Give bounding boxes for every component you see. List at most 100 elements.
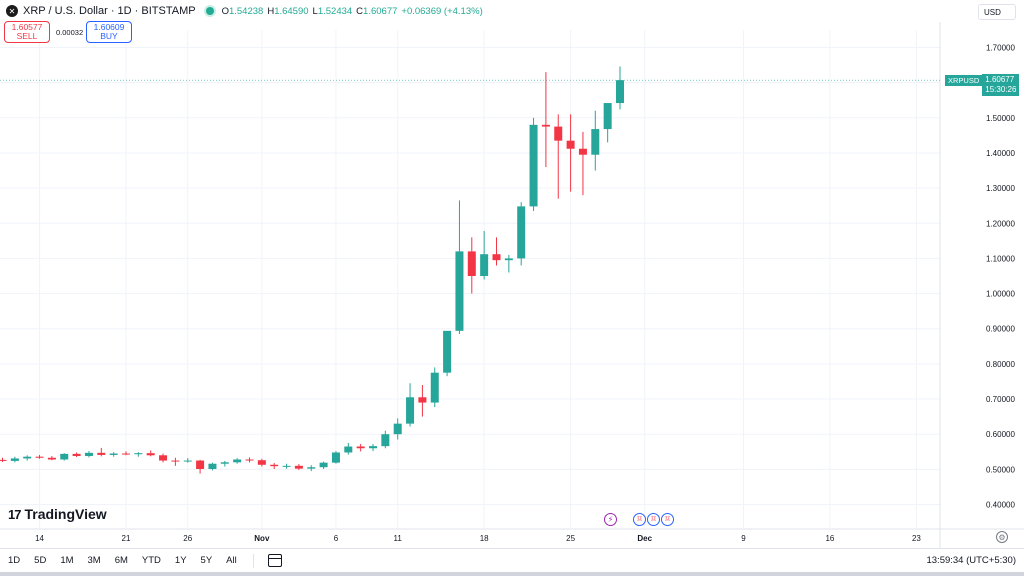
- candle-body: [369, 446, 377, 449]
- candle-body: [467, 251, 476, 276]
- candle-body: [159, 455, 168, 461]
- candle-body: [492, 254, 501, 261]
- x-tick-label: 16: [825, 534, 834, 543]
- dividend-icon[interactable]: ⚡: [604, 513, 617, 526]
- open-value: 1.54238: [228, 5, 264, 17]
- us-flag-icon[interactable]: 🇺: [633, 513, 646, 526]
- low-label: L: [312, 5, 318, 17]
- candle-body: [196, 460, 205, 469]
- candle-body: [35, 456, 44, 458]
- candle-body: [171, 460, 180, 462]
- tradingview-logo[interactable]: 17 TradingView: [8, 506, 107, 522]
- buy-label: BUY: [100, 31, 118, 41]
- candle-body: [455, 251, 464, 331]
- y-tick-label: 0.90000: [986, 325, 1015, 334]
- candle-body: [307, 467, 316, 469]
- range-ytd[interactable]: YTD: [141, 555, 161, 566]
- us-flag-icon[interactable]: 🇺: [661, 513, 674, 526]
- candle-body: [393, 423, 402, 435]
- range-all[interactable]: All: [226, 555, 237, 566]
- candle-body: [418, 397, 427, 403]
- price-tag-value: 1.60677 15:30:26: [982, 74, 1020, 96]
- x-tick-label: 23: [912, 534, 921, 543]
- candle-body: [109, 453, 118, 455]
- trade-panel: 1.60577 SELL 0.00032 1.60609 BUY: [4, 21, 132, 43]
- range-1d[interactable]: 1D: [8, 555, 21, 566]
- candle-body: [47, 457, 56, 460]
- y-tick-label: 0.40000: [986, 501, 1015, 510]
- candle-body: [443, 330, 452, 373]
- last-price-tag: XRPUSD 1.60677 15:30:26: [945, 74, 1020, 96]
- x-tick-label: 18: [480, 534, 489, 543]
- close-label: C: [356, 5, 364, 17]
- y-tick-label: 1.70000: [986, 44, 1015, 53]
- y-tick-label: 1.30000: [986, 184, 1015, 193]
- candle-body: [122, 453, 130, 455]
- currency-selector[interactable]: USD: [978, 4, 1016, 20]
- candle-body: [208, 463, 217, 469]
- y-tick-label: 0.80000: [986, 360, 1015, 369]
- candle-body: [84, 452, 93, 456]
- range-3m[interactable]: 3M: [87, 555, 101, 566]
- x-tick-label: Dec: [637, 534, 652, 543]
- candle-body: [541, 124, 550, 127]
- x-tick-label: 21: [122, 534, 131, 543]
- tradingview-name: TradingView: [24, 506, 107, 522]
- change-value: +0.06369 (+4.13%): [401, 5, 483, 17]
- candle-body: [603, 103, 612, 130]
- sell-price: 1.60577: [11, 22, 43, 32]
- x-tick-label: 6: [334, 534, 339, 543]
- x-tick-label: 25: [566, 534, 575, 543]
- candle-body: [344, 446, 353, 453]
- events-row: ⚡ 🇺 🇺 🇺: [604, 513, 674, 526]
- low-value: 1.52434: [317, 5, 353, 17]
- buy-button[interactable]: 1.60609 BUY: [86, 21, 132, 43]
- y-tick-label: 1.10000: [986, 254, 1015, 263]
- range-5y[interactable]: 5Y: [200, 555, 213, 566]
- candle-body: [381, 434, 390, 447]
- y-tick-label: 1.50000: [986, 114, 1015, 123]
- range-6m[interactable]: 6M: [114, 555, 128, 566]
- symbol-title[interactable]: XRP / U.S. Dollar · 1D · BITSTAMP: [23, 5, 196, 17]
- y-tick-label: 0.70000: [986, 395, 1015, 404]
- x-tick-label: 11: [394, 534, 403, 543]
- candle-body: [134, 453, 143, 455]
- close-value: 1.60677: [363, 5, 398, 17]
- candle-body: [529, 124, 538, 207]
- candle-body: [294, 465, 303, 469]
- gear-icon[interactable]: ⚙: [996, 531, 1008, 543]
- candle-body: [406, 397, 415, 424]
- y-tick-label: 0.50000: [986, 465, 1015, 474]
- candle-body: [183, 460, 192, 462]
- candle-body: [331, 452, 340, 463]
- y-tick-label: 1.40000: [986, 149, 1015, 158]
- candle-body: [282, 465, 291, 467]
- us-flag-icon[interactable]: 🇺: [647, 513, 660, 526]
- candle-body: [591, 129, 600, 155]
- calendar-icon[interactable]: [267, 554, 282, 567]
- candle-body: [430, 372, 439, 403]
- open-label: O: [221, 5, 229, 17]
- symbol-legend: ✕ XRP / U.S. Dollar · 1D · BITSTAMP O1.5…: [6, 4, 483, 18]
- candle-body: [554, 126, 563, 141]
- tradingview-mark-icon: 17: [8, 506, 22, 522]
- candle-body: [566, 140, 575, 149]
- market-open-icon: [205, 7, 214, 15]
- candle-body: [616, 80, 624, 104]
- candle-body: [23, 456, 32, 459]
- x-tick-label: 26: [183, 534, 192, 543]
- sell-label: SELL: [16, 31, 38, 41]
- spread-value: 0.00032: [56, 27, 84, 37]
- bottom-strip: [0, 572, 1024, 576]
- high-value: 1.64590: [274, 5, 309, 17]
- y-tick-label: 1.20000: [986, 219, 1015, 228]
- range-1y[interactable]: 1Y: [174, 555, 187, 566]
- sell-button[interactable]: 1.60577 SELL: [4, 21, 50, 43]
- range-1m[interactable]: 1M: [60, 555, 74, 566]
- candle-body: [72, 453, 81, 456]
- candle-body: [480, 254, 489, 276]
- clock-timezone[interactable]: 13:59:34 (UTC+5:30): [926, 555, 1016, 566]
- range-5d[interactable]: 5D: [34, 555, 47, 566]
